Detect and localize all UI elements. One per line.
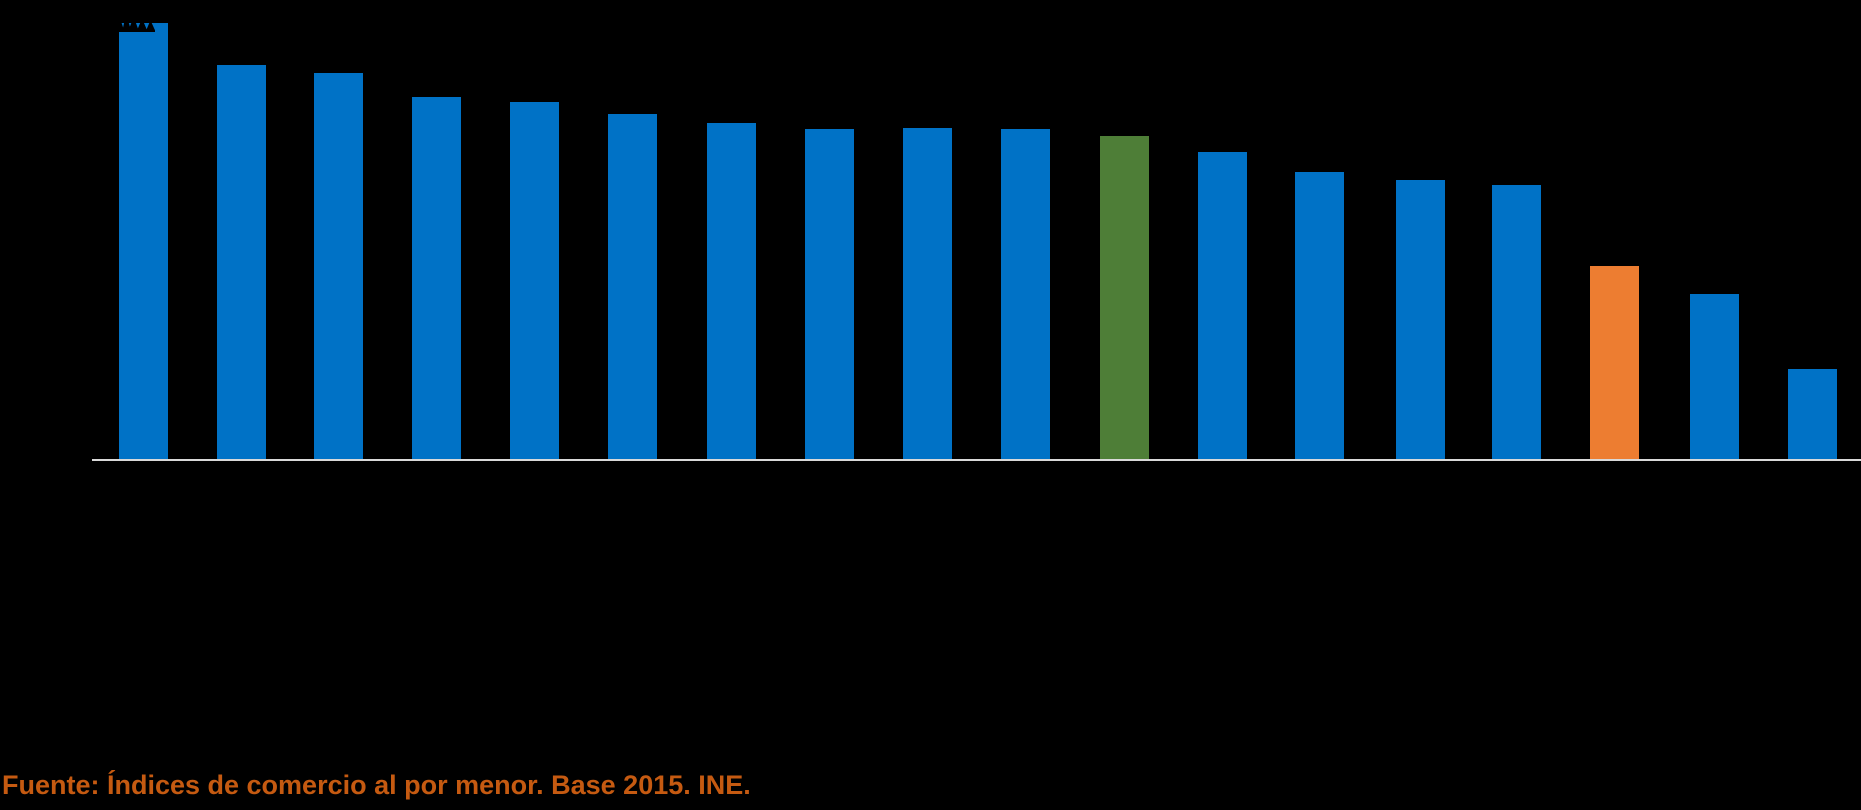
bar	[805, 129, 854, 460]
bar	[1295, 172, 1344, 460]
bar	[1788, 369, 1837, 460]
bar	[510, 102, 559, 460]
bar	[608, 114, 657, 460]
bar	[412, 97, 461, 460]
bar	[1492, 185, 1541, 460]
bar	[1100, 136, 1149, 460]
source-caption: Fuente: Índices de comercio al por menor…	[2, 770, 751, 800]
bar	[217, 65, 266, 460]
bar	[1396, 180, 1445, 460]
bar	[1590, 266, 1639, 460]
bar	[119, 23, 168, 460]
bar	[707, 123, 756, 460]
x-axis-line	[92, 459, 1861, 461]
bar	[1690, 294, 1739, 460]
bar	[1198, 152, 1247, 460]
bar	[314, 73, 363, 460]
bar	[903, 128, 952, 460]
bar	[1001, 129, 1050, 460]
